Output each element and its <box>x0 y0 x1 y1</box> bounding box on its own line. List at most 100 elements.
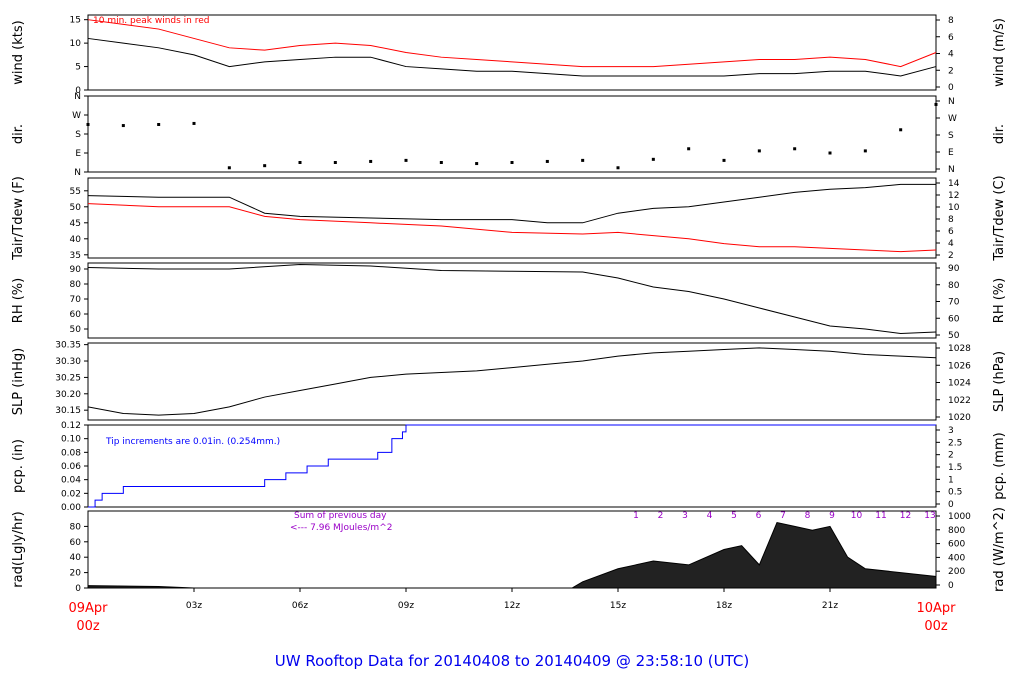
rad-ytick-label: 60 <box>70 538 82 548</box>
wind-frame <box>87 14 937 91</box>
dir-ylabel: dir. <box>11 124 26 144</box>
dir-rtick-label: W <box>948 114 957 124</box>
pcp-rtick-label: 1.5 <box>948 463 962 473</box>
pcp-rtick-label: 2.5 <box>948 438 962 448</box>
pcp-rtick-label: 2 <box>948 451 954 461</box>
dir-point <box>651 157 655 161</box>
rad-ytick-label: 80 <box>70 522 82 532</box>
dir-rtick-label: E <box>948 148 954 158</box>
pcp-rtick-label: 3 <box>948 426 954 436</box>
slp-ytick-label: 30.20 <box>55 390 81 400</box>
temp-frame <box>87 177 937 259</box>
temp-ylabel-right: Tair/Tdew (C) <box>992 175 1007 261</box>
rad-ylabel: rad(Lgly/hr) <box>11 511 26 587</box>
wind-ytick-label: 0 <box>75 86 81 96</box>
rad-hour-label: 9 <box>829 511 835 521</box>
rad-hour-label: 7 <box>780 511 786 521</box>
rad-hour-label: 6 <box>756 511 762 521</box>
slp-rtick-label: 1024 <box>948 379 971 389</box>
slp-frame <box>87 342 937 421</box>
rh-rtick-label: 70 <box>948 298 960 308</box>
rad-hour-label: 10 <box>851 511 863 521</box>
rad-annotation-title: Sum of previous day <box>294 511 387 521</box>
dir-point <box>121 124 125 128</box>
slp-ylabel-right: SLP (hPa) <box>992 351 1007 412</box>
slp-rtick-label: 1026 <box>948 361 971 371</box>
rh-frame <box>87 262 937 339</box>
rh-ylabel-right: RH (%) <box>992 278 1007 323</box>
wind-rtick-label: 8 <box>948 16 954 26</box>
time-axis: 03z 06z 09z 12z 15z 18z 21z 09Apr 00z 10Apr 00z <box>68 588 956 634</box>
dir-point <box>192 121 196 125</box>
pcp-rtick-label: 0.5 <box>948 488 962 498</box>
wind-ytick-label: 10 <box>70 39 82 49</box>
wind-rtick-label: 4 <box>948 50 954 60</box>
dir-ytick-label: W <box>72 111 81 121</box>
pcp-ylabel: pcp. (in) <box>11 439 26 493</box>
slp-ytick-label: 30.35 <box>55 341 81 351</box>
rh-ytick-label: 80 <box>70 280 82 290</box>
rh-ylabel: RH (%) <box>11 278 26 323</box>
panel-rad: rad(Lgly/hr) rad (W/m^2)02040608002004006… <box>11 507 1007 594</box>
temp-rtick-label: 8 <box>948 215 954 225</box>
rh-ytick-label: 70 <box>70 295 82 305</box>
wind-ylabel-right: wind (m/s) <box>992 18 1007 87</box>
rh-ytick-label: 60 <box>70 310 82 320</box>
pcp-ytick-label: 0.02 <box>61 489 81 499</box>
dir-frame <box>87 95 937 173</box>
dir-point <box>545 159 549 163</box>
temp-rtick-label: 14 <box>948 179 960 189</box>
temp-rtick-label: 10 <box>948 203 960 213</box>
time-tick-label: 18z <box>716 601 732 611</box>
time-start-top: 09Apr <box>68 601 108 616</box>
rh-rtick-label: 80 <box>948 281 960 291</box>
dir-point <box>616 166 620 170</box>
rad-hour-label: 1 <box>633 511 639 521</box>
rh-ytick-label: 90 <box>70 265 82 275</box>
panel-pcp: pcp. (in) pcp. (mm) 0.00 0.02 0.04 0.06 0.08 0.… <box>11 421 1007 513</box>
pcp-rtick-label: 0 <box>948 500 954 510</box>
dir-point <box>157 123 161 126</box>
chart-title: UW Rooftop Data for 20140408 to 20140409… <box>275 652 749 670</box>
dir-ytick-label: S <box>75 130 81 140</box>
rad-area <box>87 521 937 589</box>
wind-rtick-label: 6 <box>948 33 954 43</box>
dir-point <box>404 158 408 162</box>
dir-ylabel-right: dir. <box>992 124 1007 144</box>
rh-line-0 <box>87 263 937 335</box>
pcp-ytick-label: 0.00 <box>61 503 81 513</box>
rad-hour-label: 8 <box>805 511 811 521</box>
rad-hour-label: 11 <box>875 511 886 521</box>
temp-rtick-label: 12 <box>948 191 959 201</box>
rad-rtick-label: 200 <box>948 567 965 577</box>
dir-point <box>722 158 726 162</box>
time-end-top: 10Apr <box>916 601 956 616</box>
rad-hour-label: 5 <box>731 511 737 521</box>
time-tick-label: 15z <box>610 601 626 611</box>
dir-point <box>934 102 938 106</box>
panel-rh: RH (%) RH (%) 50 60 70 80 90 50 60 70 80 90 <box>11 262 1007 341</box>
temp-line-1 <box>87 203 937 253</box>
dir-series <box>86 102 938 170</box>
panel-temp: Tair/Tdew (F) Tair/Tdew (C) 35 40 45 50 55 2 4 6 8… <box>11 175 1007 261</box>
pcp-annotation: Tip increments are 0.01in. (0.254mm.) <box>105 437 280 447</box>
slp-line-0 <box>87 347 937 416</box>
wind-ylabel: wind (kts) <box>11 20 26 84</box>
dir-ytick-label: N <box>74 168 81 178</box>
dir-point <box>757 149 761 153</box>
time-tick-label: 21z <box>822 601 838 611</box>
dir-point <box>369 159 373 163</box>
rad-hour-label: 2 <box>658 511 664 521</box>
rad-rtick-label: 400 <box>948 553 965 563</box>
slp-ytick-label: 30.30 <box>55 357 81 367</box>
time-start-bottom: 00z <box>76 619 100 634</box>
temp-rtick-label: 6 <box>948 227 954 237</box>
rh-rtick-label: 90 <box>948 264 960 274</box>
rad-hour-label: 4 <box>707 511 713 521</box>
rad-annotation-value: <--- 7.96 MJoules/m^2 <box>290 523 392 533</box>
pcp-ytick-label: 0.06 <box>61 462 81 472</box>
slp-ylabel: SLP (inHg) <box>11 348 26 416</box>
